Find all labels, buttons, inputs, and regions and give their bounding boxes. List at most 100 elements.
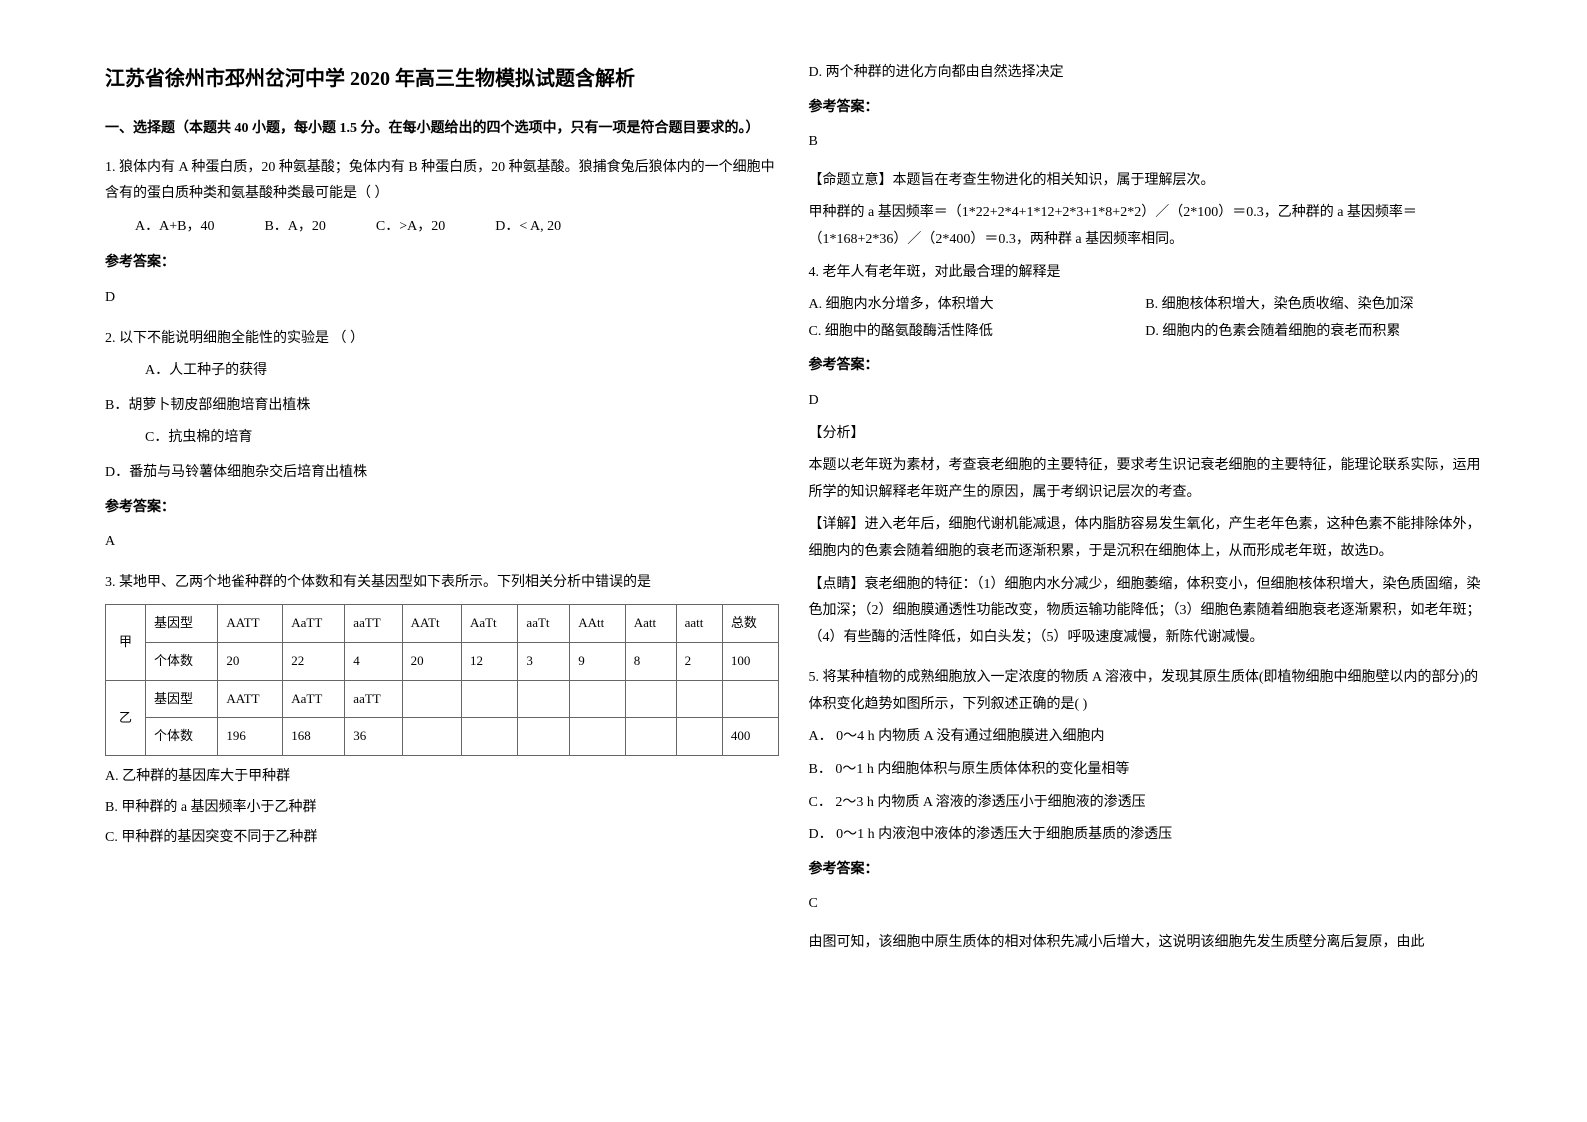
cell: 3 — [518, 643, 570, 681]
q2-opt-c: C．抗虫棉的培育 — [105, 425, 779, 452]
cell: AATT — [218, 680, 283, 718]
q1-stem: 1. 狼体内有 A 种蛋白质，20 种氨基酸；兔体内有 B 种蛋白质，20 种氨… — [105, 155, 779, 208]
question-2: 2. 以下不能说明细胞全能性的实验是 （ ） A．人工种子的获得 B．胡萝卜韧皮… — [105, 326, 779, 556]
cell: 2 — [676, 643, 722, 681]
q3-explain-1: 【命题立意】本题旨在考查生物进化的相关知识，属于理解层次。 — [809, 168, 1483, 195]
q3-opt-b: B. 甲种群的 a 基因频率小于乙种群 — [105, 795, 779, 822]
q4-xiangjie: 【详解】进入老年后，细胞代谢机能减退，体内脂肪容易发生氧化，产生老年色素，这种色… — [809, 512, 1483, 565]
cell: aaTT — [345, 605, 402, 643]
question-5: 5. 将某种植物的成熟细胞放入一定浓度的物质 A 溶液中，发现其原生质体(即植物… — [809, 665, 1483, 956]
q1-answer-label: 参考答案： — [105, 250, 779, 277]
q1-answer: D — [105, 285, 779, 312]
cell: 基因型 — [146, 680, 218, 718]
q4-dianjing: 【点睛】衰老细胞的特征：（1）细胞内水分减少，细胞萎缩，体积变小，但细胞核体积增… — [809, 572, 1483, 652]
q2-opt-b: B．胡萝卜韧皮部细胞培育出植株 — [105, 393, 779, 420]
cell: 个体数 — [146, 643, 218, 681]
q3-stem: 3. 某地甲、乙两个地雀种群的个体数和有关基因型如下表所示。下列相关分析中错误的… — [105, 570, 779, 597]
cell — [518, 680, 570, 718]
cell: 总数 — [722, 605, 778, 643]
q4-answer: D — [809, 388, 1483, 415]
cell — [402, 680, 461, 718]
q4-fenxi-label: 【分析】 — [809, 421, 1483, 448]
table-label-a: 甲 — [106, 605, 146, 680]
cell: AATT — [218, 605, 283, 643]
q3-answer: B — [809, 129, 1483, 156]
cell: AaTT — [283, 605, 345, 643]
q4-opt-a: A. 细胞内水分增多，体积增大 — [809, 292, 1146, 319]
cell — [570, 718, 626, 756]
q1-opt-c: C．>A，20 — [376, 214, 445, 241]
cell: 20 — [402, 643, 461, 681]
question-1: 1. 狼体内有 A 种蛋白质，20 种氨基酸；兔体内有 B 种蛋白质，20 种氨… — [105, 155, 779, 312]
q3-opt-d: D. 两个种群的进化方向都由自然选择决定 — [809, 60, 1483, 87]
cell: 168 — [283, 718, 345, 756]
cell: aaTT — [345, 680, 402, 718]
left-column: 江苏省徐州市邳州岔河中学 2020 年高三生物模拟试题含解析 一、选择题（本题共… — [90, 60, 794, 1062]
q2-answer-label: 参考答案： — [105, 495, 779, 522]
cell — [518, 718, 570, 756]
q5-opt-c: C． 2～3 h 内物质 A 溶液的渗透压小于细胞液的渗透压 — [809, 790, 1483, 817]
cell: Aatt — [625, 605, 676, 643]
q4-answer-label: 参考答案： — [809, 353, 1483, 380]
cell: AaTt — [461, 605, 517, 643]
page-title: 江苏省徐州市邳州岔河中学 2020 年高三生物模拟试题含解析 — [105, 60, 779, 98]
cell: 22 — [283, 643, 345, 681]
cell: AAtt — [570, 605, 626, 643]
q2-stem: 2. 以下不能说明细胞全能性的实验是 （ ） — [105, 326, 779, 353]
cell — [676, 718, 722, 756]
cell — [676, 680, 722, 718]
q3-explain-2: 甲种群的 a 基因频率＝（1*22+2*4+1*12+2*3+1*8+2*2）／… — [809, 200, 1483, 253]
cell: aatt — [676, 605, 722, 643]
cell: AaTT — [283, 680, 345, 718]
q1-opt-d: D．< A, 20 — [495, 214, 561, 241]
question-3: 3. 某地甲、乙两个地雀种群的个体数和有关基因型如下表所示。下列相关分析中错误的… — [105, 570, 779, 852]
cell — [625, 718, 676, 756]
q3-opt-a: A. 乙种群的基因库大于甲种群 — [105, 764, 779, 791]
cell — [625, 680, 676, 718]
cell: aaTt — [518, 605, 570, 643]
q2-answer: A — [105, 529, 779, 556]
q4-opts-row1: A. 细胞内水分增多，体积增大 B. 细胞核体积增大，染色质收缩、染色加深 — [809, 292, 1483, 319]
cell: 8 — [625, 643, 676, 681]
cell: 9 — [570, 643, 626, 681]
cell — [570, 680, 626, 718]
cell: 36 — [345, 718, 402, 756]
cell: 12 — [461, 643, 517, 681]
q5-answer-label: 参考答案： — [809, 857, 1483, 884]
cell — [402, 718, 461, 756]
cell: 400 — [722, 718, 778, 756]
q5-answer: C — [809, 891, 1483, 918]
cell — [722, 680, 778, 718]
q1-opt-a: A．A+B，40 — [135, 214, 214, 241]
q1-opt-b: B．A，20 — [264, 214, 325, 241]
q5-opt-d: D． 0～1 h 内液泡中液体的渗透压大于细胞质基质的渗透压 — [809, 822, 1483, 849]
cell: AATt — [402, 605, 461, 643]
q5-stem: 5. 将某种植物的成熟细胞放入一定浓度的物质 A 溶液中，发现其原生质体(即植物… — [809, 665, 1483, 718]
cell: 个体数 — [146, 718, 218, 756]
cell — [461, 718, 517, 756]
q4-stem: 4. 老年人有老年斑，对此最合理的解释是 — [809, 260, 1483, 287]
q3-answer-label: 参考答案： — [809, 95, 1483, 122]
question-4: 4. 老年人有老年斑，对此最合理的解释是 A. 细胞内水分增多，体积增大 B. … — [809, 260, 1483, 652]
cell: 196 — [218, 718, 283, 756]
q5-opt-b: B． 0～1 h 内细胞体积与原生质体体积的变化量相等 — [809, 757, 1483, 784]
q4-opts-row2: C. 细胞中的酪氨酸酶活性降低 D. 细胞内的色素会随着细胞的衰老而积累 — [809, 319, 1483, 346]
q3-opt-c: C. 甲种群的基因突变不同于乙种群 — [105, 825, 779, 852]
table-label-b: 乙 — [106, 680, 146, 755]
q2-opt-d: D．番茄与马铃薯体细胞杂交后培育出植株 — [105, 460, 779, 487]
cell — [461, 680, 517, 718]
cell: 基因型 — [146, 605, 218, 643]
q4-fenxi: 本题以老年斑为素材，考查衰老细胞的主要特征，要求考生识记衰老细胞的主要特征，能理… — [809, 453, 1483, 506]
q5-opt-a: A． 0～4 h 内物质 A 没有通过细胞膜进入细胞内 — [809, 724, 1483, 751]
q4-opt-c: C. 细胞中的酪氨酸酶活性降低 — [809, 319, 1146, 346]
q4-opt-d: D. 细胞内的色素会随着细胞的衰老而积累 — [1145, 319, 1482, 346]
cell: 100 — [722, 643, 778, 681]
right-column: D. 两个种群的进化方向都由自然选择决定 参考答案： B 【命题立意】本题旨在考… — [794, 60, 1498, 1062]
q2-opt-a: A．人工种子的获得 — [105, 358, 779, 385]
q3-table: 甲 基因型 AATT AaTT aaTT AATt AaTt aaTt AAtt… — [105, 604, 779, 756]
q4-opt-b: B. 细胞核体积增大，染色质收缩、染色加深 — [1145, 292, 1482, 319]
cell: 20 — [218, 643, 283, 681]
cell: 4 — [345, 643, 402, 681]
q1-options: A．A+B，40 B．A，20 C．>A，20 D．< A, 20 — [105, 214, 779, 241]
section-header: 一、选择题（本题共 40 小题，每小题 1.5 分。在每小题给出的四个选项中，只… — [105, 116, 779, 143]
